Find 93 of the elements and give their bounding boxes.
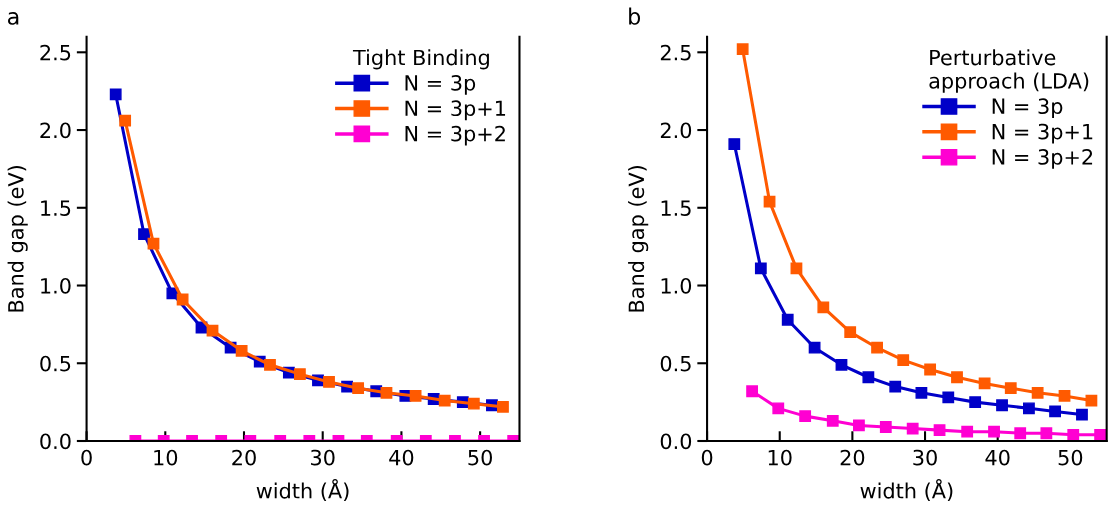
x-tick-label: 10 (768, 449, 792, 466)
x-tick-label: 50 (468, 449, 492, 466)
point (1014, 427, 1027, 440)
point (497, 400, 509, 413)
point (1031, 386, 1044, 399)
legend-label: N = 3p (405, 74, 476, 95)
point (781, 313, 794, 326)
point (942, 391, 955, 404)
point (166, 287, 179, 300)
point (1076, 408, 1088, 421)
point (467, 397, 480, 410)
point (119, 114, 132, 127)
point (1067, 428, 1080, 441)
x-tick-label: 10 (154, 449, 178, 466)
x-tick-label: 20 (232, 449, 256, 466)
point (323, 376, 335, 388)
point (915, 386, 928, 399)
point (1094, 428, 1107, 441)
point (264, 358, 276, 371)
point (1049, 405, 1061, 418)
point (897, 354, 910, 367)
point (889, 380, 902, 393)
y-tick-label: 2.5 (660, 44, 691, 61)
point (924, 363, 937, 376)
point (235, 344, 248, 357)
legend-title: Tight Binding (352, 49, 489, 70)
point (746, 385, 759, 398)
point (438, 394, 451, 407)
y-tick-label: 0.5 (660, 355, 691, 372)
point (206, 324, 219, 337)
point (138, 228, 150, 241)
x-tick-label: 40 (985, 449, 1010, 466)
point (736, 43, 749, 56)
legend-label: N = 3p+2 (405, 125, 505, 146)
chart-title: b (629, 7, 641, 25)
x-tick-label: 30 (311, 449, 335, 466)
y-tick-label: 1.5 (41, 200, 71, 216)
x-tick-label: 40 (389, 449, 414, 466)
legend-label: N = 3p+2 (992, 149, 1093, 169)
point (826, 414, 839, 427)
y-tick-label: 2.5 (40, 44, 71, 61)
point (951, 371, 963, 384)
y-tick-label: 0.0 (40, 433, 71, 450)
point (109, 88, 122, 101)
legend-title: Perturbative approach (LDA) (929, 49, 1089, 93)
chart-title: a (7, 12, 19, 25)
point (817, 301, 830, 314)
point (853, 419, 865, 432)
x-axis-title: width (Å) (256, 479, 349, 502)
y-tick-label: 1.0 (661, 277, 692, 294)
legend-label: N = 3p (992, 98, 1063, 119)
point (906, 422, 919, 435)
point (969, 396, 982, 409)
y-tick-label: 2.0 (660, 122, 692, 139)
point (961, 425, 974, 438)
point (862, 371, 875, 384)
point (380, 386, 393, 399)
y-tick-label: 1.5 (661, 200, 691, 216)
x-tick-label: 0 (81, 449, 92, 466)
point (835, 358, 848, 371)
point (352, 382, 365, 395)
legend-label: N = 3p+1 (405, 100, 506, 121)
x-axis-title: width (Å) (860, 479, 953, 502)
point (933, 424, 946, 437)
x-tick-label: 20 (840, 449, 865, 466)
y-tick-label: 1.0 (41, 277, 71, 294)
y-axis-title: Band gap (eV) (628, 166, 649, 312)
x-tick-label: 50 (1058, 449, 1083, 466)
x-tick-label: 0 (701, 449, 713, 466)
point (728, 138, 741, 150)
point (871, 341, 883, 354)
point (978, 377, 991, 390)
y-axis-title: Band gap (eV) (7, 166, 28, 312)
point (1004, 382, 1017, 395)
point (293, 368, 306, 381)
y-tick-label: 0.5 (40, 355, 71, 372)
point (799, 410, 812, 423)
point (754, 262, 767, 275)
point (772, 402, 785, 415)
y-tick-label: 0.0 (660, 433, 692, 450)
point (176, 293, 189, 306)
y-tick-label: 2.0 (40, 122, 71, 139)
point (996, 399, 1008, 412)
point (1023, 402, 1035, 415)
point (808, 341, 821, 354)
x-tick-label: 30 (913, 449, 937, 466)
point (988, 425, 1000, 438)
point (409, 390, 422, 402)
point (1040, 427, 1053, 440)
point (1058, 390, 1071, 402)
legend-label: N = 3p+1 (992, 123, 1093, 144)
point (879, 421, 892, 433)
point (844, 326, 857, 339)
